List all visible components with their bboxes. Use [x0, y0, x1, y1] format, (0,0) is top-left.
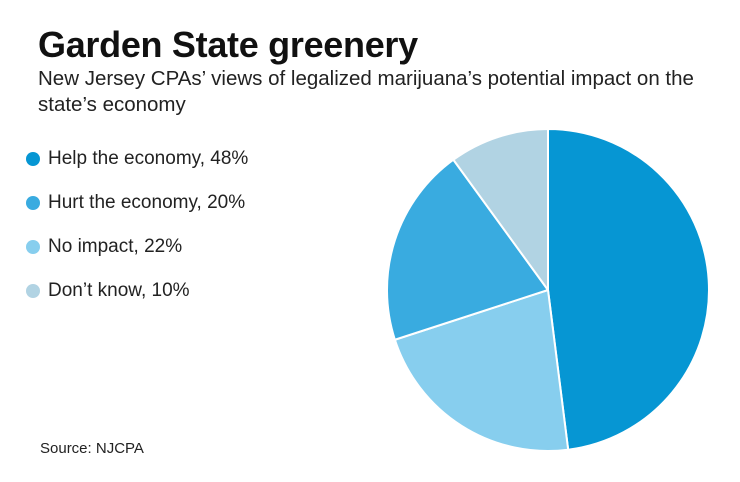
legend-swatch-dont-know [26, 284, 40, 298]
pie-slice-help-the-economy [547, 128, 710, 451]
legend-swatch-help [26, 152, 40, 166]
legend-label-dont-know: Don’t know, 10% [48, 280, 190, 301]
chart-subtitle: New Jersey CPAs’ views of legalized mari… [38, 67, 694, 116]
legend-item-no-impact: No impact, 22% [26, 236, 248, 258]
pie-slice-don-t-know [452, 128, 549, 291]
legend-label-help: Help the economy, 48% [48, 148, 249, 169]
pie-slice-no-impact [393, 289, 570, 452]
legend-item-help: Help the economy, 48% [26, 148, 248, 170]
legend-item-hurt: Hurt the economy, 20% [26, 192, 248, 214]
legend-swatch-no-impact [26, 240, 40, 254]
chart-title: Garden State greenery [38, 24, 418, 65]
legend: Help the economy, 48% Hurt the economy, … [26, 148, 248, 324]
legend-label-hurt: Hurt the economy, 20% [48, 192, 246, 213]
source-note: Source: NJCPA [40, 440, 144, 457]
legend-swatch-hurt [26, 196, 40, 210]
pie-slice-hurt-the-economy [386, 158, 549, 341]
legend-item-dont-know: Don’t know, 10% [26, 280, 248, 302]
legend-label-no-impact: No impact, 22% [48, 236, 183, 257]
